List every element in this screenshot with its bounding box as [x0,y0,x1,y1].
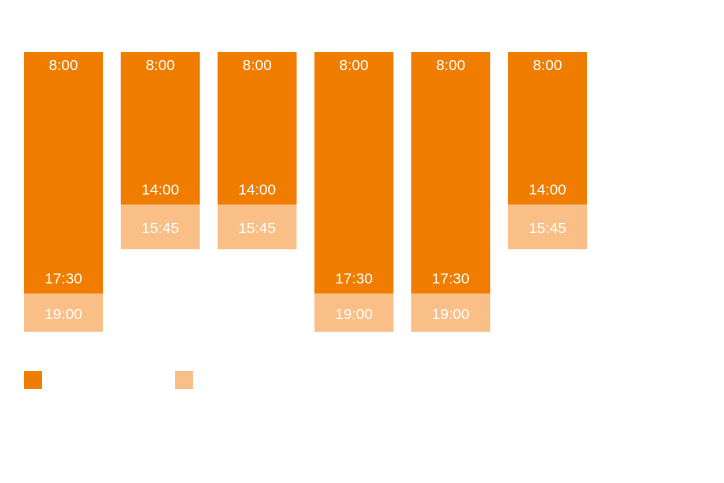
label-main-end-2: 14:00 [142,182,180,199]
labels-layer: 8:00 17:30 19:00 8:00 14:00 15:45 8:00 14:00 15:… [45,57,567,323]
label-extended-end-5: 19:00 [432,306,470,323]
bar-extended-3 [217,204,297,250]
bars-layer [24,52,587,332]
label-extended-end-4: 19:00 [335,306,373,323]
label-extended-end-6: 15:45 [529,220,567,237]
bar-extended-1 [24,293,103,332]
label-extended-end-2: 15:45 [142,220,180,237]
bar-main-4 [314,52,394,294]
label-main-end-3: 14:00 [238,182,276,199]
label-start-1: 8:00 [49,57,78,74]
bar-extended-4 [314,293,394,332]
label-start-5: 8:00 [436,57,465,74]
bar-main-5 [411,52,491,294]
legend-swatch-main [24,371,42,389]
bar-extended-6 [508,204,587,250]
label-start-3: 8:00 [242,57,271,74]
bar-main-6 [508,52,587,205]
label-main-end-4: 17:30 [335,271,373,288]
label-main-end-1: 17:30 [45,271,83,288]
label-main-end-6: 14:00 [529,182,567,199]
bar-main-3 [217,52,297,205]
bar-extended-2 [120,204,200,250]
label-start-2: 8:00 [146,57,175,74]
label-extended-end-3: 15:45 [238,220,276,237]
label-extended-end-1: 19:00 [45,306,83,323]
bar-extended-5 [411,293,491,332]
legend-swatch-extended [175,371,193,389]
legend [24,371,193,389]
bar-main-1 [24,52,103,294]
label-main-end-5: 17:30 [432,271,470,288]
label-start-6: 8:00 [533,57,562,74]
bar-main-2 [120,52,200,205]
label-start-4: 8:00 [339,57,368,74]
